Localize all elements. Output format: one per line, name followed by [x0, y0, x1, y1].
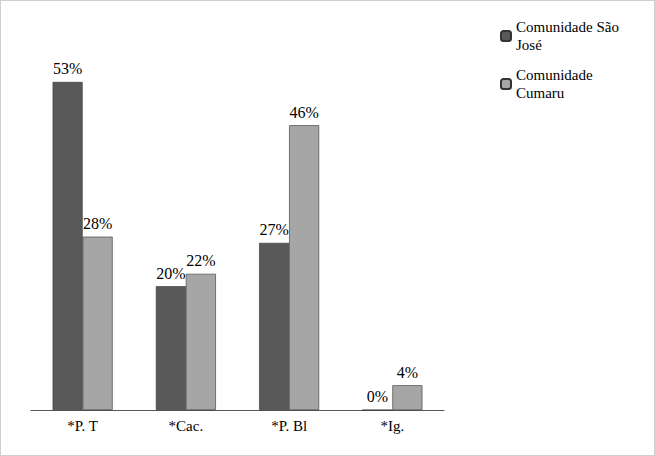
svg-text:*Ig.: *Ig.: [381, 418, 405, 434]
svg-text:46%: 46%: [289, 104, 318, 121]
svg-text:José: José: [516, 37, 542, 53]
svg-text:*Cac.: *Cac.: [169, 418, 204, 434]
svg-text:22%: 22%: [186, 252, 215, 269]
svg-text:*P. Bl: *P. Bl: [271, 418, 307, 434]
svg-text:Comunidade São: Comunidade São: [516, 19, 623, 35]
svg-text:Comunidade: Comunidade: [516, 67, 596, 83]
svg-text:53%: 53%: [53, 60, 82, 77]
svg-text:0%: 0%: [367, 388, 388, 405]
svg-text:Cumaru: Cumaru: [516, 85, 565, 101]
svg-text:4%: 4%: [397, 364, 418, 381]
svg-text:*P. T: *P. T: [67, 418, 98, 434]
svg-text:20%: 20%: [156, 265, 185, 282]
svg-text:27%: 27%: [259, 221, 288, 238]
svg-text:28%: 28%: [83, 215, 112, 232]
